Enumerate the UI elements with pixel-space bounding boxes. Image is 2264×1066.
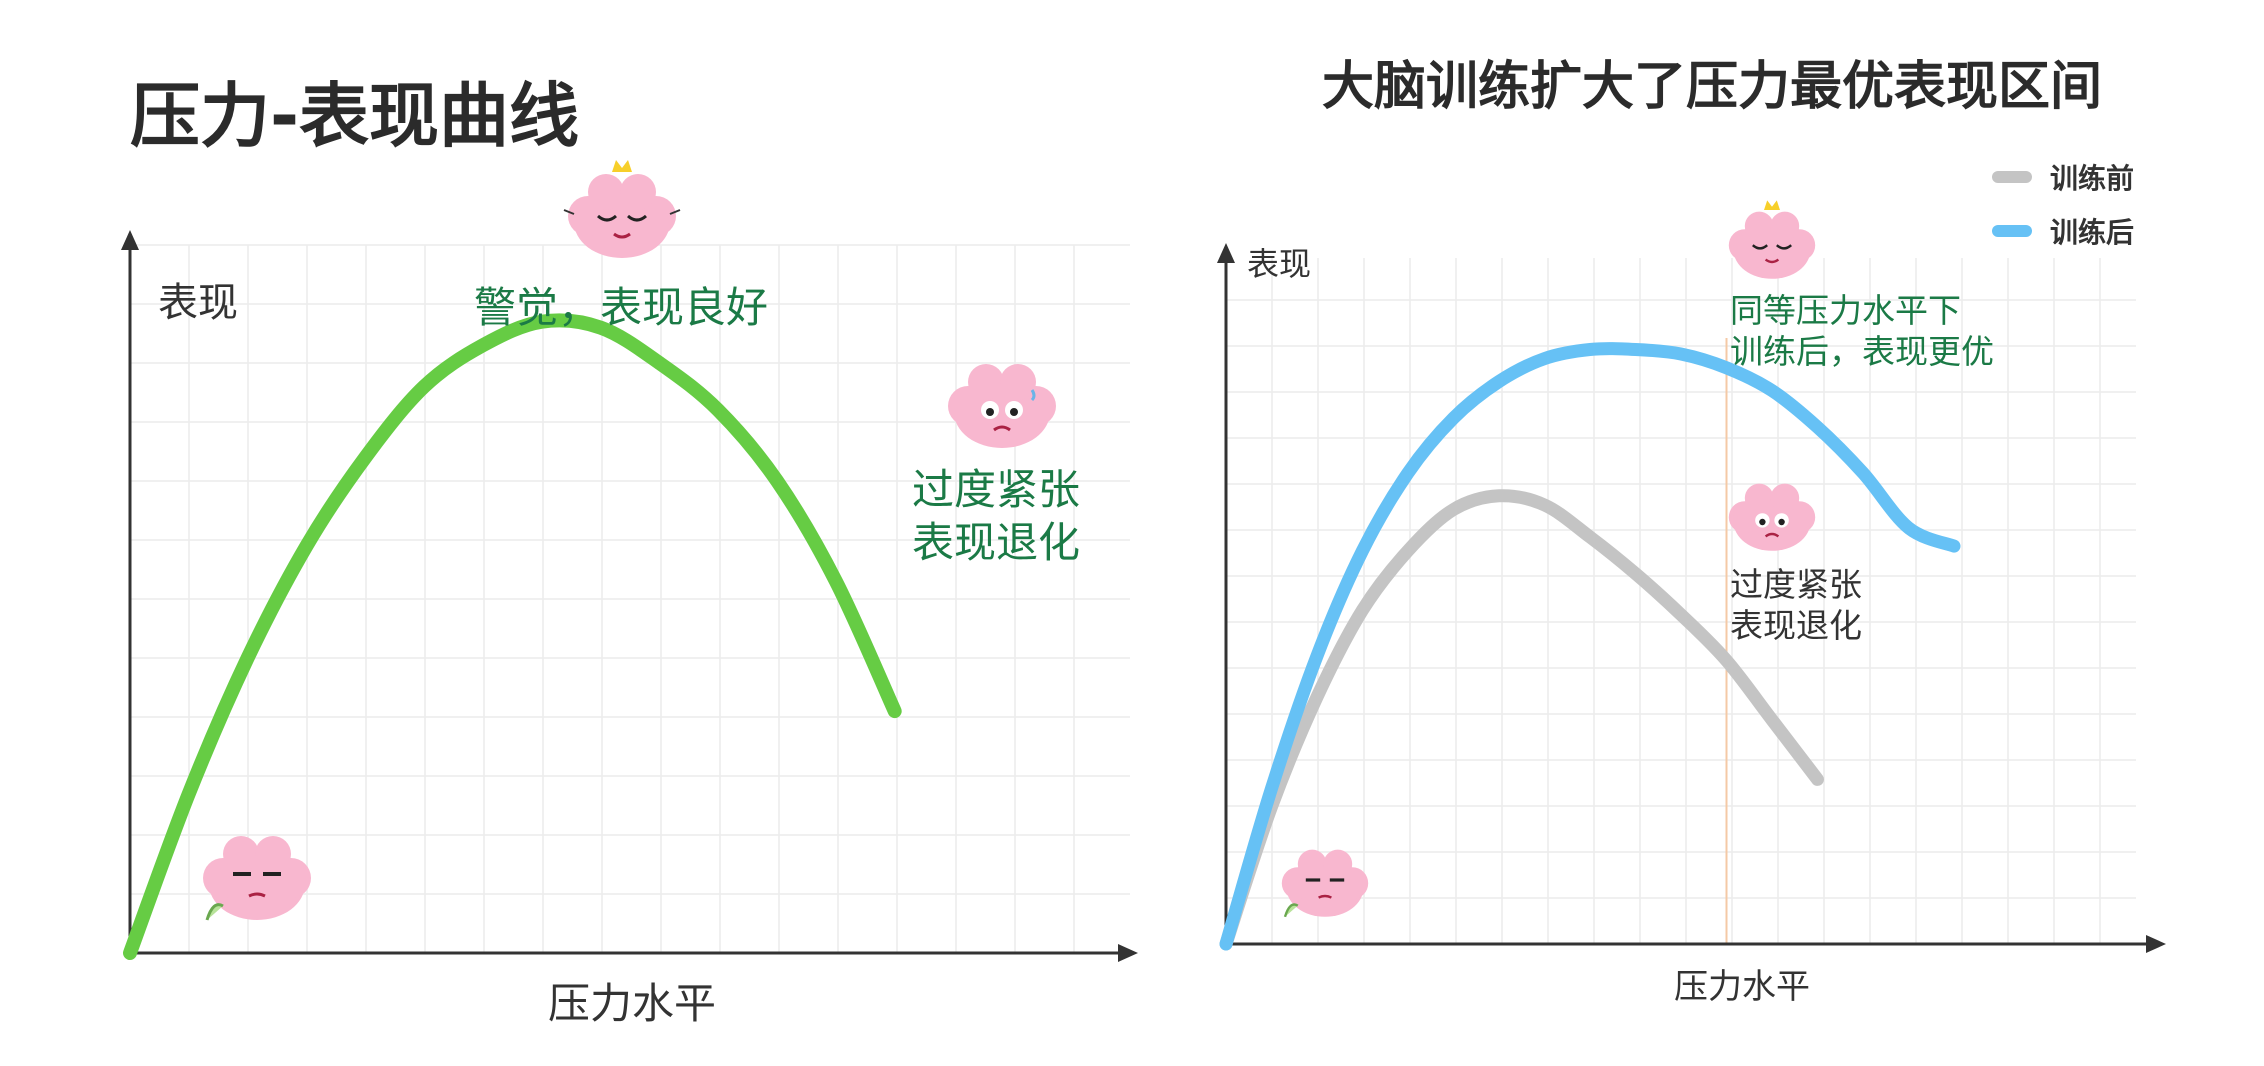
brain-crowned-calm-icon <box>563 160 681 258</box>
right-y-axis-label-char: 表现 <box>1247 245 1311 283</box>
right-chart-title: 大脑训练扩大了压力最优表现区间 <box>1322 57 2103 117</box>
left-axes <box>121 230 1138 962</box>
brain-bored-icon <box>1281 849 1369 918</box>
before-training-curve <box>1219 489 1824 951</box>
right-annotation-better: 同等压力水平下 训练后，表现更优 <box>1730 291 1994 372</box>
left-x-axis-arrow <box>1118 944 1138 962</box>
right-y-axis-label: 表现 <box>1247 245 1311 283</box>
right-x-axis-label: 压力水平 <box>1674 967 1810 1007</box>
right-axes <box>1217 243 2166 953</box>
right-y-axis-arrow <box>1217 243 1235 263</box>
left-y-axis-label-char: 表现 <box>158 280 238 326</box>
right-x-axis-arrow <box>2146 935 2166 953</box>
legend-item-before: 训练前 <box>1992 150 2134 204</box>
brain-worried-icon <box>948 364 1056 448</box>
left-annotation-alert: 警觉，表现良好 <box>474 283 769 332</box>
brain-bored-icon <box>203 836 311 921</box>
left-x-axis-label: 压力水平 <box>548 979 716 1028</box>
left-y-axis-label: 表现 <box>158 280 238 326</box>
legend-label-before: 训练前 <box>2050 162 2135 195</box>
legend-item-after: 训练后 <box>1992 204 2134 258</box>
left-performance-curve <box>123 313 902 960</box>
left-y-axis-arrow <box>121 230 139 250</box>
right-annotation-overstressed: 过度紧张 表现退化 <box>1730 565 1862 646</box>
left-annotation-overstressed: 过度紧张 表现退化 <box>912 465 1081 567</box>
after-training-curve <box>1219 342 1961 951</box>
brain-worried-icon <box>1728 483 1816 551</box>
legend-label-after: 训练后 <box>2050 216 2135 249</box>
legend-swatch-after <box>1992 225 2032 237</box>
brain-crowned-calm-icon <box>1728 200 1816 279</box>
right-chart-legend: 训练前 训练后 <box>1992 150 2134 258</box>
legend-swatch-before <box>1992 171 2032 183</box>
left-chart-title: 压力-表现曲线 <box>130 75 580 157</box>
